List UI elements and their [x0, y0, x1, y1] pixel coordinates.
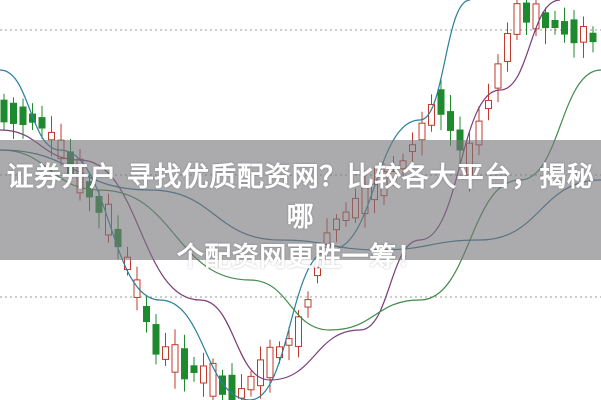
title-banner	[0, 140, 601, 260]
candle-body	[314, 267, 321, 277]
candle-body	[152, 324, 160, 355]
candle-body	[589, 32, 597, 43]
article-title: 证券开户 寻找优质配资网？比较各大平台，揭秘哪 个配资网更胜一筹！	[0, 158, 601, 278]
candle-body	[523, 2, 530, 23]
candle-body	[447, 111, 454, 131]
candle-body	[200, 365, 207, 384]
candle-body	[304, 299, 312, 308]
candle-body	[295, 316, 302, 347]
candle-body	[494, 63, 502, 89]
candle-body	[38, 117, 46, 129]
candle-body	[266, 346, 274, 379]
candle-body	[219, 375, 226, 395]
candle-body	[133, 279, 141, 298]
candle-body	[247, 375, 255, 391]
candle-body	[19, 106, 27, 126]
candle-body	[10, 102, 17, 124]
candle-body	[171, 344, 179, 373]
candle-body	[485, 99, 492, 110]
candle-body	[580, 26, 587, 43]
candle-body	[532, 3, 540, 30]
candle-body	[48, 131, 55, 141]
candle-body	[542, 12, 549, 29]
candle-body	[551, 20, 559, 28]
candle-body	[504, 33, 511, 62]
candle-body	[181, 348, 188, 380]
candle-body	[418, 122, 426, 141]
candle-body	[570, 19, 578, 44]
candle-body	[428, 103, 435, 126]
candle-body	[257, 359, 264, 387]
candle-body	[162, 346, 169, 360]
candle-body	[228, 374, 236, 400]
candle-body	[143, 305, 150, 323]
candle-body	[209, 362, 217, 397]
candle-body	[285, 338, 293, 346]
candle-body	[437, 89, 445, 115]
candle-body	[0, 99, 8, 123]
candle-body	[561, 21, 568, 35]
candle-body	[513, 3, 521, 35]
candle-body	[238, 388, 245, 399]
title-line-1: 证券开户 寻找优质配资网？比较各大平台，揭秘哪	[6, 162, 595, 233]
candle-body	[190, 365, 198, 373]
title-line-2: 个配资网更胜一筹！	[176, 242, 425, 273]
